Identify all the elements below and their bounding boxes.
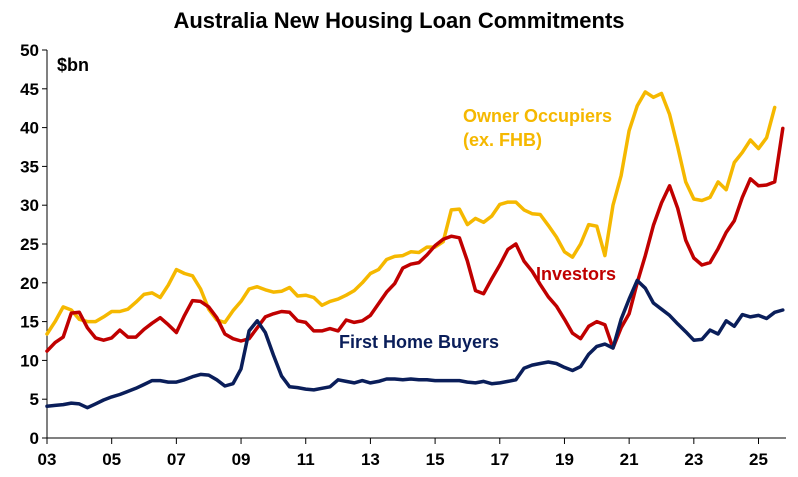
y-tick-label: 50 [20, 41, 39, 60]
x-tick-label: 17 [490, 450, 509, 469]
y-tick-label: 5 [30, 390, 39, 409]
series-label-investors: Investors [536, 264, 616, 284]
y-tick-label: 10 [20, 351, 39, 370]
series-line-first-home-buyers [45, 278, 785, 410]
y-tick-label: 40 [20, 119, 39, 138]
y-tick-label: 25 [20, 235, 39, 254]
series-label-first-home-buyers: First Home Buyers [339, 332, 499, 352]
series-lines [45, 90, 785, 410]
series-label-owner-occupiers-ex-fhb: (ex. FHB) [463, 130, 542, 150]
unit-label: $bn [57, 55, 89, 75]
x-tick-label: 19 [555, 450, 574, 469]
x-tick-label: 03 [38, 450, 57, 469]
y-tick-label: 35 [20, 157, 39, 176]
chart-title: Australia New Housing Loan Commitments [173, 8, 624, 33]
series-labels: Owner Occupiers (ex. FHB) Investors First H… [339, 106, 616, 352]
x-tick-label: 07 [167, 450, 186, 469]
x-tick-label: 09 [232, 450, 251, 469]
series-label-owner-occupiers-ex-fhb: Owner Occupiers [463, 106, 612, 126]
x-tick-label: 11 [297, 450, 315, 469]
y-tick-label: 0 [30, 429, 39, 448]
x-tick-label: 13 [361, 450, 380, 469]
x-axis: 03 05 07 09 11 13 15 17 19 21 23 25 [38, 437, 786, 469]
y-tick-label: 15 [20, 313, 39, 332]
y-tick-label: 45 [20, 80, 39, 99]
y-axis: 0 5 10 15 20 25 30 35 40 45 50 [20, 41, 48, 448]
y-tick-label: 30 [20, 196, 39, 215]
series-line-investors [45, 126, 785, 353]
x-tick-label: 25 [749, 450, 768, 469]
x-tick-label: 23 [684, 450, 703, 469]
x-tick-label: 21 [620, 450, 639, 469]
x-tick-label: 05 [102, 450, 121, 469]
x-tick-label: 15 [426, 450, 445, 469]
y-tick-label: 20 [20, 274, 39, 293]
series-line-owner-occupiers-ex-fhb [45, 90, 777, 336]
